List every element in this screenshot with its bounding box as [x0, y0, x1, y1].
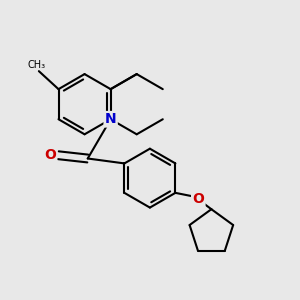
- Text: O: O: [192, 192, 204, 206]
- Text: N: N: [105, 112, 116, 126]
- Text: CH₃: CH₃: [27, 59, 45, 70]
- Text: O: O: [44, 148, 56, 162]
